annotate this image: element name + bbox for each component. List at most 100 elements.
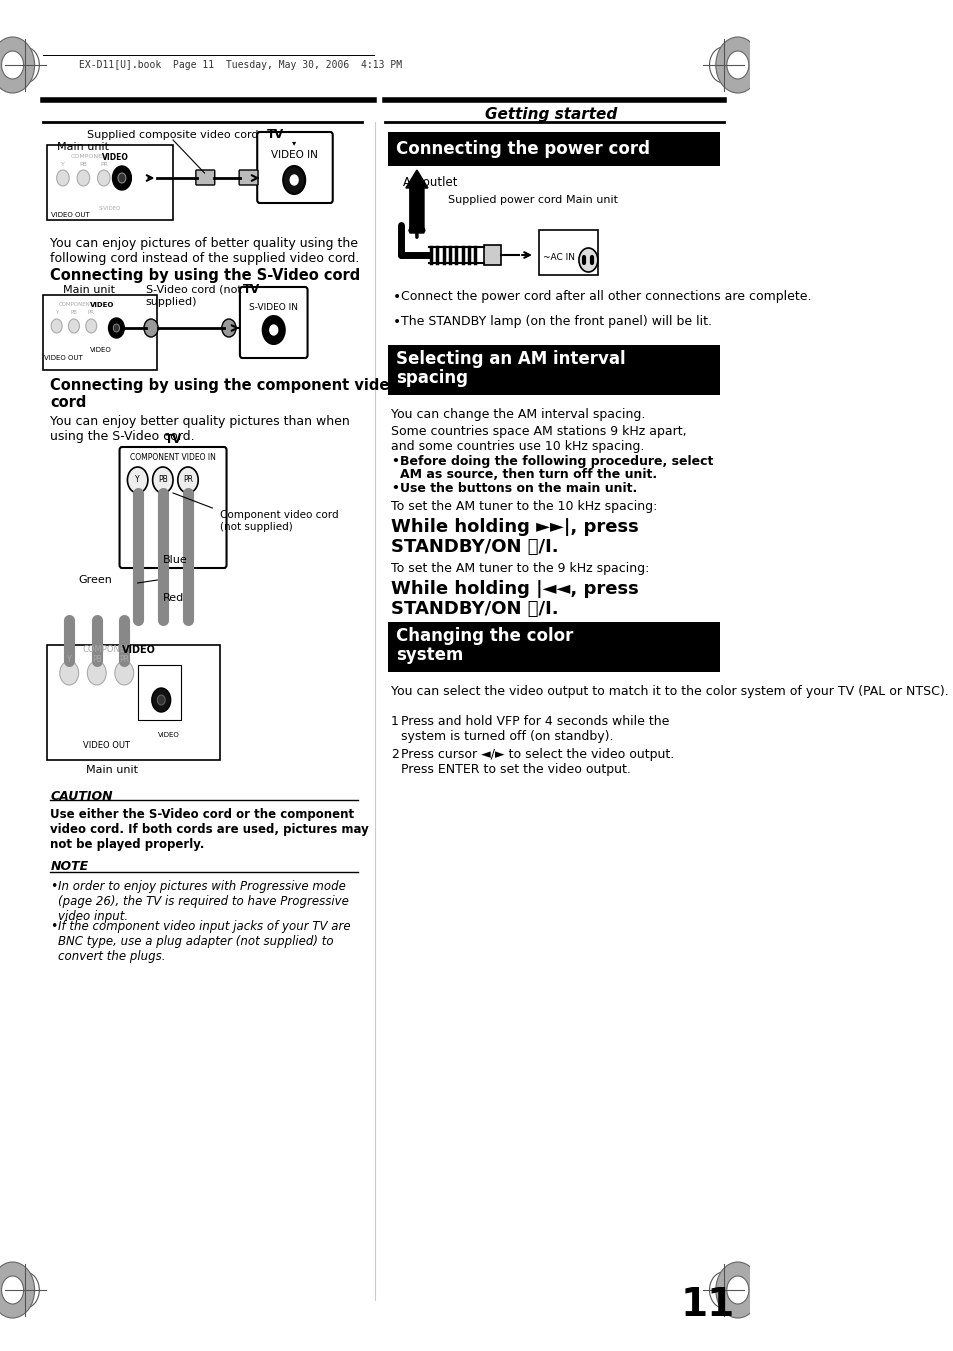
Circle shape [2,51,24,78]
FancyBboxPatch shape [137,665,181,720]
FancyBboxPatch shape [195,170,214,185]
Circle shape [88,661,106,685]
Circle shape [51,319,62,332]
Circle shape [715,36,760,93]
Text: To set the AM tuner to the 10 kHz spacing:: To set the AM tuner to the 10 kHz spacin… [391,500,657,513]
FancyArrow shape [405,170,428,232]
Circle shape [177,467,198,493]
Text: Red: Red [163,593,184,603]
Text: ▾: ▾ [292,138,296,147]
Text: VIDEO: VIDEO [122,644,155,655]
Text: •: • [393,290,401,304]
Text: Changing the color: Changing the color [396,627,573,644]
Text: Connecting by using the component video: Connecting by using the component video [51,378,399,393]
Text: S-VIDEO IN: S-VIDEO IN [249,303,298,312]
Text: VIDEO OUT: VIDEO OUT [51,212,91,218]
Text: Connect the power cord after all other connections are complete.: Connect the power cord after all other c… [401,290,811,303]
Text: EX-D11[U].book  Page 11  Tuesday, May 30, 2006  4:13 PM: EX-D11[U].book Page 11 Tuesday, May 30, … [78,59,401,70]
FancyBboxPatch shape [47,644,220,761]
Circle shape [113,324,119,332]
Circle shape [86,319,96,332]
Text: Y: Y [67,655,71,665]
Text: PR: PR [88,311,94,316]
Text: •: • [391,455,398,467]
Text: PB: PB [71,311,77,316]
Text: You can change the AM interval spacing.: You can change the AM interval spacing. [391,408,644,422]
Circle shape [222,319,235,336]
Text: STANDBY/ON ⏻/I.: STANDBY/ON ⏻/I. [391,538,558,557]
Text: PR: PR [100,162,108,168]
Text: CAUTION: CAUTION [51,790,112,802]
FancyBboxPatch shape [119,447,226,567]
Circle shape [270,326,277,335]
Text: PB: PB [158,476,168,485]
Text: Main unit: Main unit [566,195,618,205]
Circle shape [128,467,148,493]
FancyBboxPatch shape [43,295,157,370]
Text: VIDEO: VIDEO [102,153,129,162]
Text: ~AC IN: ~AC IN [542,254,574,262]
Text: Main unit: Main unit [87,765,138,775]
Text: TV: TV [267,128,284,141]
Circle shape [2,1275,24,1304]
Text: Use the buttons on the main unit.: Use the buttons on the main unit. [399,482,637,494]
Circle shape [726,51,748,78]
Circle shape [157,694,165,705]
Circle shape [144,319,158,336]
Text: You can select the video output to match it to the color system of your TV (PAL : You can select the video output to match… [391,685,947,698]
Text: PR: PR [183,476,193,485]
Text: You can enjoy pictures of better quality using the
following cord instead of the: You can enjoy pictures of better quality… [51,236,359,265]
Circle shape [290,176,297,185]
Text: Selecting an AM interval: Selecting an AM interval [396,350,625,367]
Text: Component video cord
(not supplied): Component video cord (not supplied) [220,509,338,531]
Text: TV: TV [243,282,260,296]
Circle shape [109,317,124,338]
Text: Use either the S-Video cord or the component
video cord. If both cords are used,: Use either the S-Video cord or the compo… [51,808,369,851]
Text: Blue: Blue [163,555,188,565]
FancyBboxPatch shape [239,286,307,358]
Circle shape [262,316,284,345]
Text: Some countries space AM stations 9 kHz apart,
and some countries use 10 kHz spac: Some countries space AM stations 9 kHz a… [391,426,686,453]
Text: S-Video cord (not
supplied): S-Video cord (not supplied) [146,285,241,307]
Circle shape [152,467,172,493]
Text: spacing: spacing [396,369,468,386]
Text: Before doing the following procedure, select: Before doing the following procedure, se… [399,455,712,467]
Text: In order to enjoy pictures with Progressive mode
(page 26), the TV is required t: In order to enjoy pictures with Progress… [58,880,349,923]
Text: Green: Green [78,576,112,585]
Text: To set the AM tuner to the 9 kHz spacing:: To set the AM tuner to the 9 kHz spacing… [391,562,649,576]
Circle shape [77,170,90,186]
FancyBboxPatch shape [387,621,719,671]
Text: Connecting the power cord: Connecting the power cord [396,141,650,158]
Circle shape [0,36,34,93]
Circle shape [114,661,133,685]
Text: COMPONENT: COMPONENT [83,646,137,654]
Text: 2: 2 [391,748,398,761]
Text: COMPONENT: COMPONENT [59,303,94,308]
Text: •: • [391,482,398,494]
Text: VIDEO: VIDEO [90,347,112,353]
Text: •: • [51,920,58,934]
Text: AM as source, then turn off the unit.: AM as source, then turn off the unit. [399,467,656,481]
Text: COMPONENT: COMPONENT [71,154,112,159]
Text: Main unit: Main unit [56,142,109,153]
Circle shape [0,1262,34,1319]
Text: Y: Y [61,162,65,168]
FancyBboxPatch shape [387,345,719,394]
FancyBboxPatch shape [47,145,172,220]
Circle shape [118,173,126,182]
FancyBboxPatch shape [239,170,257,185]
Circle shape [112,166,132,190]
Text: PR: PR [119,655,130,665]
Text: VIDEO OUT: VIDEO OUT [83,740,130,750]
Circle shape [97,170,110,186]
Text: Supplied composite video cord: Supplied composite video cord [88,130,258,141]
Circle shape [715,1262,760,1319]
Circle shape [152,688,171,712]
Text: PB: PB [79,162,88,168]
Text: Y: Y [135,476,140,485]
FancyBboxPatch shape [387,132,719,166]
Text: Connecting by using the S-Video cord: Connecting by using the S-Video cord [51,267,360,282]
Text: S-VIDEO: S-VIDEO [99,205,121,211]
FancyBboxPatch shape [257,132,333,203]
Text: •: • [393,315,401,330]
